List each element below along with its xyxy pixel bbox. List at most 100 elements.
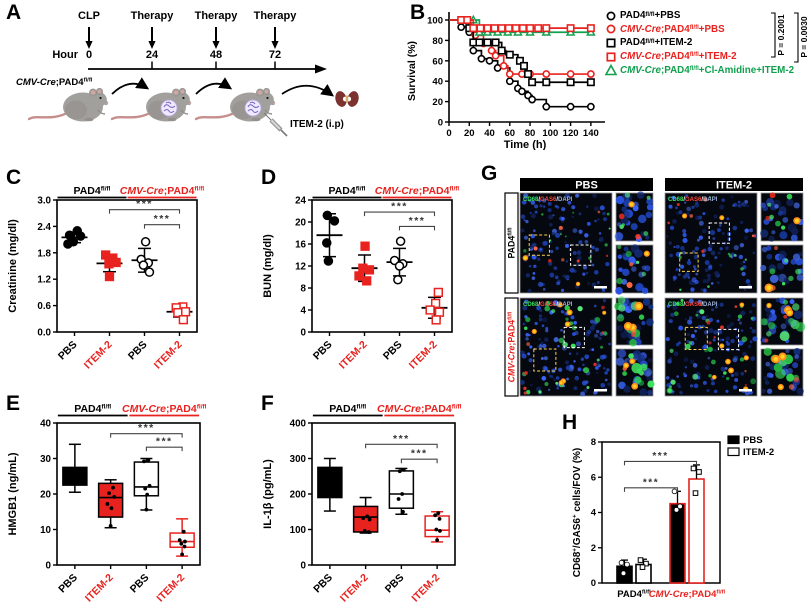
svg-text:PBS: PBS: [128, 572, 152, 596]
svg-text:Survival (%): Survival (%): [406, 41, 418, 101]
svg-text:2.4: 2.4: [37, 222, 51, 233]
svg-text:CMV-Cre;PAD4fl/fl: CMV-Cre;PAD4fl/fl: [377, 403, 462, 415]
svg-text:CMV-Cre;PAD4fl/fl: CMV-Cre;PAD4fl/fl: [122, 403, 207, 415]
svg-text:CD68/GAS6/DAPI: CD68/GAS6/DAPI: [523, 302, 573, 308]
panel-b-survival-chart: 0 20 40 60 80 100 0 20 40 60 80 100 120 140 Time (h) Su…: [406, 12, 809, 150]
panel-e-hmgb1-chart: 0 10 20 30 40 HMGB1 (ng/mL) PAD4fl/fl CMV-Cre;P…: [7, 403, 207, 605]
svg-text:Creatinine (mg/dl): Creatinine (mg/dl): [7, 219, 19, 313]
svg-text:100: 100: [542, 128, 558, 139]
svg-text:0: 0: [46, 561, 52, 572]
svg-text:CD68/GAS6/DAPI: CD68/GAS6/DAPI: [523, 197, 573, 203]
svg-text:8: 8: [591, 437, 596, 448]
svg-text:3.0: 3.0: [37, 196, 51, 207]
svg-text:CMV-Cre;PAD4fl/fl: CMV-Cre;PAD4fl/fl: [649, 589, 726, 600]
svg-text:Therapy: Therapy: [254, 10, 298, 22]
svg-text:***: ***: [138, 422, 155, 434]
panel-g-microscopy: PBS ITEM-2 PAD4fl/fl CMV-Cre;PAD4fl/fl CD68/…: [504, 178, 806, 397]
svg-text:CD68/GAS6/DAPI: CD68/GAS6/DAPI: [668, 302, 718, 308]
svg-text:CMV-Cre;PAD4fl/fl: CMV-Cre;PAD4fl/fl: [507, 311, 517, 382]
svg-text:6: 6: [591, 472, 596, 483]
svg-text:4: 4: [591, 508, 597, 519]
svg-text:***: ***: [391, 201, 408, 213]
svg-text:CD68/GAS6/DAPI: CD68/GAS6/DAPI: [668, 197, 718, 203]
panel-c-label: C: [6, 166, 22, 189]
svg-text:PAD4fl/fl: PAD4fl/fl: [617, 589, 651, 600]
panel-b-label: B: [410, 1, 426, 24]
svg-text:PAD4fl/fl: PAD4fl/fl: [74, 403, 111, 415]
svg-text:Hour: Hour: [52, 49, 78, 61]
panel-e-label: E: [6, 392, 21, 415]
panel-a-schematic: CLP 0 Therapy 24 Therapy 48 Therapy 72 Hour CMV-C…: [16, 10, 359, 137]
svg-text:***: ***: [643, 477, 659, 488]
svg-text:0: 0: [438, 118, 443, 129]
svg-text:40: 40: [40, 419, 51, 430]
svg-text:P = 0.2001: P = 0.2001: [776, 14, 786, 55]
svg-text:ITEM-2: ITEM-2: [409, 572, 442, 605]
svg-text:PBS: PBS: [56, 339, 80, 363]
svg-text:CMV-Cre;PAD4fl/fl: CMV-Cre;PAD4fl/fl: [375, 185, 460, 197]
svg-text:40: 40: [432, 77, 443, 88]
panel-h-label: H: [562, 411, 578, 434]
svg-text:***: ***: [136, 198, 153, 210]
panel-b-legend: PAD4fl/fl+PBS CMV-Cre;PAD4fl/fl+PBS PAD4fl…: [605, 9, 811, 77]
svg-text:80: 80: [432, 36, 443, 47]
legend-item: PAD4fl/fl+PBS: [605, 9, 811, 23]
svg-text:0: 0: [86, 49, 92, 61]
svg-text:ITEM-2: ITEM-2: [407, 339, 440, 372]
svg-text:30: 30: [40, 454, 51, 465]
svg-text:300: 300: [290, 454, 307, 465]
svg-text:Time (h): Time (h): [504, 139, 547, 150]
panel-h-bar-chart: 0 2 4 6 8 CD68+/GAS6+ cells/FOV (%) PAD4fl/flC…: [572, 435, 775, 600]
panel-f-il1b-chart: 0 100 200 300 400 IL-1β (pg/mL) PAD4fl/fl CMV-C…: [262, 403, 462, 605]
svg-text:100: 100: [427, 16, 443, 27]
svg-text:ITEM-2: ITEM-2: [716, 180, 752, 192]
svg-text:400: 400: [290, 419, 307, 430]
panel-g-label: G: [481, 162, 498, 185]
svg-text:20: 20: [40, 490, 51, 501]
svg-text:PBS: PBS: [743, 435, 763, 446]
svg-text:CMV-Cre;PAD4fl/fl: CMV-Cre;PAD4fl/fl: [120, 185, 205, 197]
legend-item: PAD4fl/fl+ITEM-2: [605, 36, 811, 50]
svg-text:20: 20: [464, 128, 475, 139]
svg-text:ITEM-2: ITEM-2: [82, 339, 115, 372]
svg-text:P = 0.0030: P = 0.0030: [799, 16, 809, 57]
svg-text:24: 24: [295, 196, 306, 207]
svg-text:0: 0: [591, 578, 596, 589]
svg-text:***: ***: [409, 215, 426, 227]
svg-text:CMV-Cre;PAD4fl/fl: CMV-Cre;PAD4fl/fl: [16, 77, 93, 88]
svg-text:PBS: PBS: [311, 339, 335, 363]
svg-text:***: ***: [393, 433, 410, 445]
svg-text:24: 24: [146, 49, 159, 61]
svg-text:BUN (mg/dl): BUN (mg/dl): [262, 234, 274, 298]
svg-text:48: 48: [210, 49, 222, 61]
svg-text:ITEM-2: ITEM-2: [152, 339, 185, 372]
svg-text:***: ***: [154, 213, 171, 225]
svg-text:ITEM-2: ITEM-2: [743, 447, 774, 458]
svg-text:PBS: PBS: [383, 572, 407, 596]
svg-text:16: 16: [295, 240, 306, 251]
svg-text:PBS: PBS: [56, 572, 80, 596]
svg-text:0.6: 0.6: [37, 301, 51, 312]
svg-text:ITEM-2: ITEM-2: [338, 572, 371, 605]
svg-text:PAD4fl/fl: PAD4fl/fl: [507, 227, 517, 259]
legend-item: CMV-Cre;PAD4fl/fl+ITEM-2: [605, 50, 811, 64]
svg-text:ITEM-2: ITEM-2: [337, 339, 370, 372]
svg-text:PAD4fl/fl: PAD4fl/fl: [329, 185, 366, 197]
svg-text:72: 72: [269, 49, 281, 61]
svg-text:10: 10: [40, 525, 51, 536]
svg-text:Therapy: Therapy: [195, 10, 239, 22]
svg-text:8: 8: [301, 284, 307, 295]
svg-text:20: 20: [432, 97, 443, 108]
svg-text:PBS: PBS: [381, 339, 405, 363]
svg-text:140: 140: [583, 128, 599, 139]
panel-a-label: A: [6, 1, 22, 24]
svg-text:ITEM-2: ITEM-2: [154, 572, 187, 605]
panel-d-label: D: [261, 166, 277, 189]
svg-text:***: ***: [411, 448, 428, 460]
svg-text:60: 60: [432, 56, 443, 67]
svg-text:HMGB1 (ng/mL): HMGB1 (ng/mL): [7, 452, 19, 535]
svg-text:IL-1β (pg/mL): IL-1β (pg/mL): [262, 459, 274, 529]
svg-text:0: 0: [446, 128, 451, 139]
svg-text:PBS: PBS: [311, 572, 335, 596]
